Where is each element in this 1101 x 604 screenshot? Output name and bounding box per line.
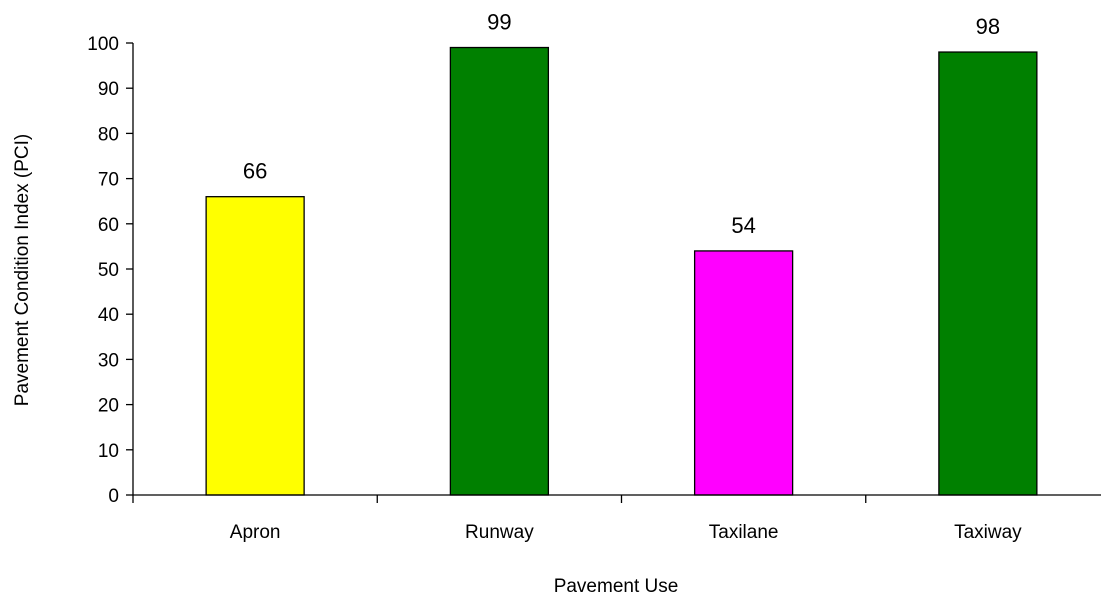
x-tick-label: Taxilane — [709, 522, 779, 543]
bar-apron — [206, 197, 304, 495]
bar-taxilane — [695, 251, 793, 495]
y-tick-label: 30 — [98, 350, 119, 371]
y-tick-label: 90 — [98, 79, 119, 100]
x-tick-label: Apron — [230, 522, 281, 543]
data-label-taxiway: 98 — [976, 14, 1000, 39]
bar-runway — [450, 48, 548, 495]
y-tick-label: 0 — [108, 486, 119, 507]
x-tick-label: Taxiway — [954, 522, 1022, 543]
y-tick-label: 50 — [98, 260, 119, 281]
bars — [206, 48, 1037, 495]
y-tick-label: 100 — [87, 34, 119, 55]
x-axis-ticks: Apron Runway Taxilane Taxiway — [133, 495, 1022, 543]
y-tick-label: 70 — [98, 170, 119, 191]
data-labels: 66 99 54 98 — [243, 10, 1000, 238]
y-axis-title: Pavement Condition Index (PCI) — [12, 134, 33, 406]
y-axis-ticks: 0 10 20 30 40 50 60 70 80 90 100 — [87, 34, 133, 507]
y-tick-label: 60 — [98, 215, 119, 236]
data-label-runway: 99 — [487, 10, 511, 35]
data-label-apron: 66 — [243, 159, 267, 184]
x-tick-label: Runway — [465, 522, 534, 543]
y-tick-label: 40 — [98, 305, 119, 326]
bar-taxiway — [939, 52, 1037, 495]
data-label-taxilane: 54 — [731, 213, 755, 238]
y-tick-label: 80 — [98, 124, 119, 145]
y-tick-label: 20 — [98, 396, 119, 417]
x-axis-title: Pavement Use — [554, 576, 679, 597]
y-tick-label: 10 — [98, 441, 119, 462]
